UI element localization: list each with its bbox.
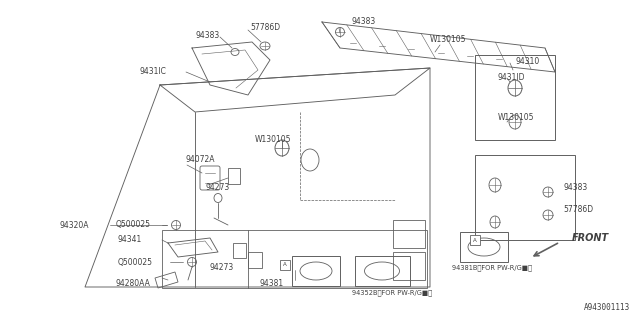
Text: 94273: 94273 — [210, 263, 234, 273]
Bar — [475, 155, 575, 240]
Bar — [355, 256, 410, 286]
Text: FRONT: FRONT — [572, 233, 609, 243]
Text: 94341: 94341 — [118, 236, 142, 244]
Bar — [393, 220, 425, 248]
Bar — [280, 260, 290, 270]
Text: Q500025: Q500025 — [116, 220, 151, 229]
Text: 94383: 94383 — [352, 18, 376, 27]
Text: 9431ID: 9431ID — [497, 74, 525, 83]
Text: 57786D: 57786D — [250, 23, 280, 33]
Text: 94352B〈FOR PW-R/G■〉: 94352B〈FOR PW-R/G■〉 — [352, 290, 432, 296]
Text: Q500025: Q500025 — [118, 258, 153, 267]
Bar — [162, 230, 427, 288]
Text: 94383: 94383 — [195, 31, 220, 41]
Text: 94320A: 94320A — [60, 220, 90, 229]
Text: 94072A: 94072A — [185, 156, 214, 164]
Text: 57786D: 57786D — [563, 205, 593, 214]
Text: A: A — [473, 237, 477, 243]
Bar — [470, 235, 480, 245]
Bar — [460, 232, 508, 262]
Text: 94383: 94383 — [563, 183, 588, 193]
Text: 94273: 94273 — [205, 183, 229, 193]
Bar — [292, 256, 340, 286]
Text: A: A — [283, 262, 287, 268]
Text: W130105: W130105 — [255, 135, 291, 145]
Text: A943001113: A943001113 — [584, 303, 630, 312]
Text: W130105: W130105 — [498, 114, 534, 123]
Bar — [393, 252, 425, 280]
Bar — [475, 55, 555, 140]
Text: W130105: W130105 — [430, 36, 467, 44]
Text: 94310: 94310 — [516, 58, 540, 67]
Text: 94381: 94381 — [260, 278, 284, 287]
Text: 9431IC: 9431IC — [140, 68, 167, 76]
Text: 94280AA: 94280AA — [115, 278, 150, 287]
Text: 94381B〈FOR PW-R/G■〉: 94381B〈FOR PW-R/G■〉 — [452, 265, 532, 271]
